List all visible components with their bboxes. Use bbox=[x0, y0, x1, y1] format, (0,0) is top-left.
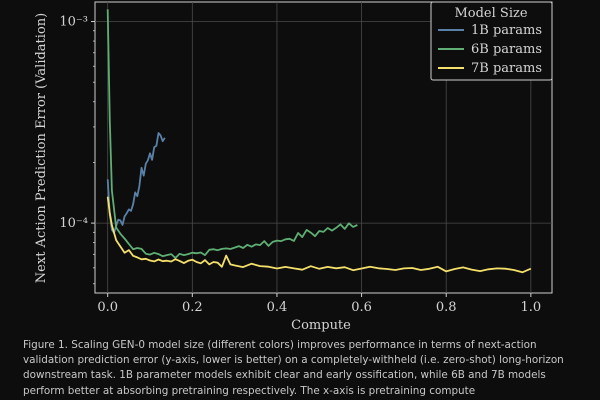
x-tick-label: 0.6 bbox=[351, 300, 372, 315]
legend-box bbox=[430, 1, 553, 81]
series-line-3 bbox=[106, 196, 532, 274]
x-tick-label: 0.0 bbox=[97, 300, 118, 315]
series-lines bbox=[106, 9, 532, 274]
y-axis-label: Next Action Prediction Error (Validation… bbox=[34, 13, 49, 283]
y-axis-ticks: 10⁻³ 10⁻⁴ bbox=[59, 15, 95, 285]
legend-entry-label: 7B params bbox=[471, 61, 542, 76]
x-axis-ticks: 0.0 0.2 0.4 0.6 0.8 1.0 bbox=[97, 293, 541, 315]
series-line-1 bbox=[106, 132, 166, 234]
figure-caption: Figure 1. Scaling GEN-0 model size (diff… bbox=[23, 339, 564, 397]
series-line-2 bbox=[106, 9, 358, 259]
x-tick-label: 0.8 bbox=[436, 300, 457, 315]
x-tick-label: 0.2 bbox=[182, 300, 203, 315]
y-tick-label: 10⁻⁴ bbox=[59, 216, 88, 231]
x-tick-label: 1.0 bbox=[520, 300, 541, 315]
x-tick-label: 0.4 bbox=[267, 300, 288, 315]
legend-entry-label: 1B params bbox=[471, 23, 542, 38]
legend-title: Model Size bbox=[454, 6, 527, 21]
scaling-chart: 0.0 0.2 0.4 0.6 0.8 1.0 10⁻³ 10⁻⁴ Compute Next… bbox=[34, 1, 553, 333]
x-axis-label: Compute bbox=[291, 318, 351, 333]
legend-entry-label: 6B params bbox=[471, 42, 542, 57]
y-tick-label: 10⁻³ bbox=[59, 15, 88, 30]
legend-entries: 1B params 6B params 7B params bbox=[438, 23, 542, 76]
legend: Model Size 1B params 6B params 7B params bbox=[430, 1, 553, 81]
